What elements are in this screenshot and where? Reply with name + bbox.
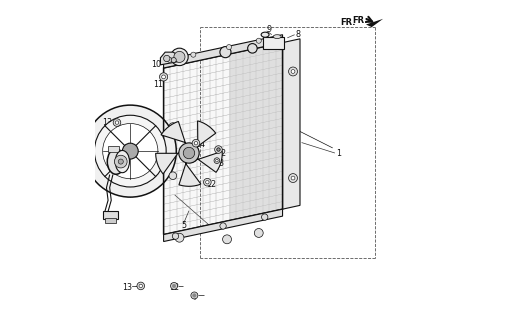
Text: 12: 12: [206, 180, 216, 189]
Polygon shape: [195, 121, 216, 150]
Text: 10: 10: [151, 60, 161, 69]
Circle shape: [160, 73, 168, 81]
Circle shape: [137, 282, 145, 290]
Circle shape: [84, 123, 91, 130]
Circle shape: [167, 57, 172, 62]
Circle shape: [291, 176, 295, 180]
Text: 13: 13: [102, 118, 112, 127]
Circle shape: [204, 178, 211, 186]
Circle shape: [194, 141, 198, 145]
Ellipse shape: [261, 32, 269, 37]
Ellipse shape: [273, 35, 281, 38]
Circle shape: [169, 172, 177, 180]
Bar: [103, 211, 117, 219]
Circle shape: [206, 180, 209, 184]
Text: 4: 4: [138, 154, 143, 163]
Circle shape: [164, 55, 170, 62]
Circle shape: [262, 214, 268, 220]
Circle shape: [215, 159, 218, 162]
Circle shape: [227, 44, 232, 50]
Bar: [263, 36, 283, 49]
Circle shape: [162, 75, 166, 79]
Circle shape: [191, 292, 198, 299]
Circle shape: [172, 233, 179, 239]
Ellipse shape: [255, 228, 263, 237]
Circle shape: [215, 146, 223, 153]
Polygon shape: [194, 151, 222, 172]
Circle shape: [220, 223, 226, 229]
Circle shape: [291, 69, 295, 73]
Text: 3: 3: [218, 159, 224, 168]
Circle shape: [118, 159, 123, 164]
Text: 1: 1: [336, 149, 341, 158]
Ellipse shape: [171, 48, 188, 66]
Polygon shape: [164, 209, 282, 242]
Circle shape: [114, 155, 127, 168]
Ellipse shape: [182, 143, 199, 163]
Circle shape: [192, 140, 200, 147]
Ellipse shape: [174, 51, 185, 62]
Polygon shape: [179, 160, 201, 186]
Circle shape: [172, 284, 176, 288]
Polygon shape: [282, 39, 300, 209]
Text: 9: 9: [267, 25, 272, 35]
Circle shape: [94, 115, 166, 187]
Ellipse shape: [223, 235, 232, 244]
Text: FR.: FR.: [353, 16, 368, 25]
Circle shape: [289, 174, 298, 182]
Polygon shape: [229, 43, 282, 220]
Text: 8: 8: [295, 30, 300, 39]
Circle shape: [214, 158, 220, 164]
Polygon shape: [366, 19, 383, 27]
Text: 6: 6: [104, 159, 109, 168]
Circle shape: [84, 105, 176, 197]
Text: 12: 12: [169, 283, 179, 292]
Circle shape: [169, 123, 177, 130]
Bar: [108, 146, 119, 152]
Ellipse shape: [115, 150, 130, 173]
Circle shape: [256, 38, 261, 43]
Ellipse shape: [175, 233, 184, 242]
Polygon shape: [155, 151, 181, 174]
Circle shape: [139, 284, 142, 288]
Text: 7: 7: [192, 292, 197, 301]
Circle shape: [217, 148, 220, 151]
Text: 11: 11: [153, 80, 163, 89]
Circle shape: [183, 147, 195, 159]
Circle shape: [289, 67, 298, 76]
Text: 14: 14: [195, 140, 205, 149]
Bar: [105, 218, 116, 223]
Circle shape: [179, 143, 199, 163]
Text: 5: 5: [181, 220, 186, 229]
Text: 13: 13: [122, 283, 132, 292]
Text: FR.: FR.: [340, 18, 356, 27]
Circle shape: [191, 52, 196, 57]
Circle shape: [171, 283, 178, 289]
Polygon shape: [161, 121, 188, 146]
Circle shape: [193, 294, 196, 297]
Ellipse shape: [107, 149, 125, 174]
Polygon shape: [164, 35, 282, 68]
Ellipse shape: [248, 44, 257, 53]
Circle shape: [84, 172, 91, 180]
Circle shape: [115, 121, 119, 124]
Circle shape: [103, 124, 158, 179]
Circle shape: [113, 119, 121, 126]
Circle shape: [122, 143, 138, 159]
Text: 2: 2: [220, 149, 226, 158]
Polygon shape: [164, 43, 282, 235]
Circle shape: [217, 148, 220, 151]
Ellipse shape: [220, 47, 231, 58]
Polygon shape: [161, 52, 179, 65]
Circle shape: [171, 58, 176, 63]
